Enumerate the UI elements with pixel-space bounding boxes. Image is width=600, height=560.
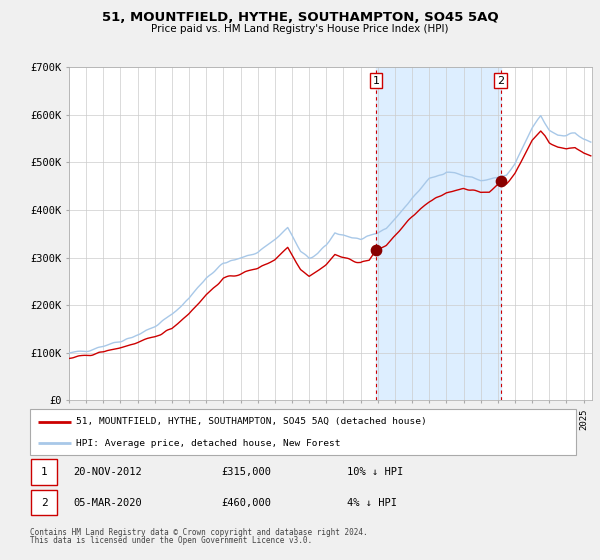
Text: £315,000: £315,000 <box>221 468 271 477</box>
Text: Contains HM Land Registry data © Crown copyright and database right 2024.: Contains HM Land Registry data © Crown c… <box>30 528 368 536</box>
Text: 1: 1 <box>373 76 380 86</box>
Text: 51, MOUNTFIELD, HYTHE, SOUTHAMPTON, SO45 5AQ: 51, MOUNTFIELD, HYTHE, SOUTHAMPTON, SO45… <box>101 11 499 24</box>
Text: 2: 2 <box>497 76 505 86</box>
Text: 20-NOV-2012: 20-NOV-2012 <box>74 468 142 477</box>
Text: This data is licensed under the Open Government Licence v3.0.: This data is licensed under the Open Gov… <box>30 536 312 545</box>
Text: Price paid vs. HM Land Registry's House Price Index (HPI): Price paid vs. HM Land Registry's House … <box>151 24 449 34</box>
Bar <box>376 67 501 400</box>
Bar <box>31 489 58 515</box>
Text: 2: 2 <box>41 498 47 507</box>
Text: £460,000: £460,000 <box>221 498 271 507</box>
Point <box>371 246 381 255</box>
Text: HPI: Average price, detached house, New Forest: HPI: Average price, detached house, New … <box>76 438 341 448</box>
Bar <box>31 459 58 485</box>
Point <box>496 177 506 186</box>
Text: 1: 1 <box>41 468 47 477</box>
Text: 4% ↓ HPI: 4% ↓ HPI <box>347 498 397 507</box>
Text: 51, MOUNTFIELD, HYTHE, SOUTHAMPTON, SO45 5AQ (detached house): 51, MOUNTFIELD, HYTHE, SOUTHAMPTON, SO45… <box>76 417 427 426</box>
Text: 10% ↓ HPI: 10% ↓ HPI <box>347 468 403 477</box>
Text: 05-MAR-2020: 05-MAR-2020 <box>74 498 142 507</box>
